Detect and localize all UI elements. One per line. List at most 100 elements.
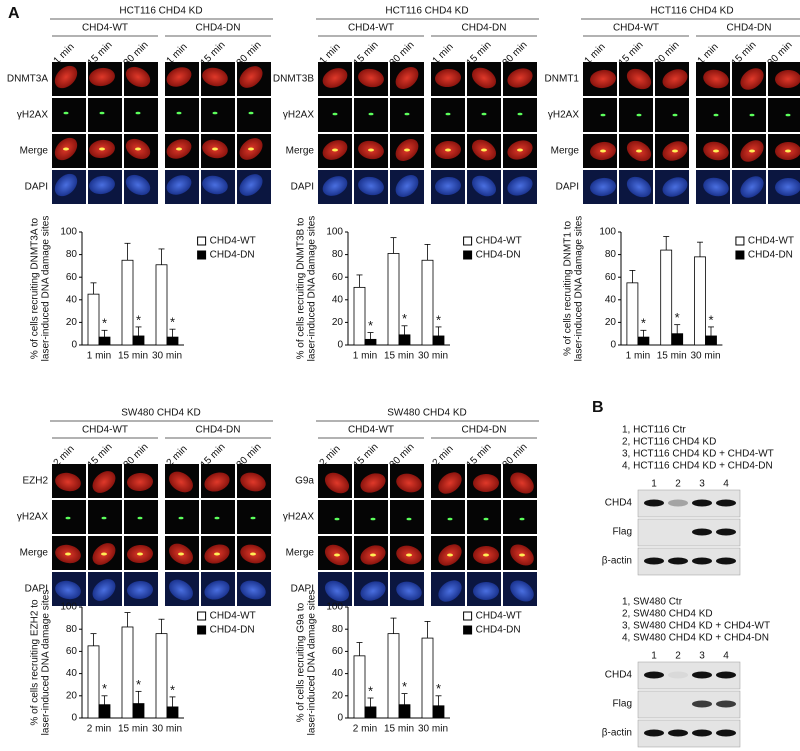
micrograph [619, 98, 653, 132]
micrograph [619, 62, 653, 96]
damage-spot [447, 553, 453, 557]
damage-spot [600, 113, 606, 117]
nucleus [510, 472, 534, 494]
micrograph [732, 170, 766, 204]
nucleus [662, 69, 688, 89]
nucleus [626, 176, 652, 198]
micrograph [431, 464, 465, 498]
micrograph [732, 134, 766, 168]
micrograph [431, 572, 465, 606]
micrograph [88, 464, 122, 498]
micrograph [390, 62, 424, 96]
nucleus [169, 579, 193, 601]
nucleus [360, 473, 386, 493]
nucleus [703, 177, 729, 197]
image-bg [768, 98, 800, 132]
y-tick-label: 100 [599, 227, 616, 238]
micrograph [696, 62, 730, 96]
damage-spot [404, 112, 410, 116]
damage-spot [636, 149, 642, 153]
legend-swatch [197, 236, 207, 246]
blot-legend: 3, HCT116 CHD4 KD + CHD4-WT [622, 449, 774, 460]
nucleus [358, 68, 384, 88]
image-bg [237, 98, 271, 132]
nucleus [92, 579, 116, 601]
nucleus [590, 69, 616, 89]
damage-spot [370, 517, 376, 521]
damage-spot [178, 552, 184, 556]
blot-band [692, 671, 712, 679]
nucleus [166, 175, 192, 195]
row-label: DAPI [556, 182, 579, 193]
x-tick-label: 2 min [87, 724, 111, 735]
nucleus [55, 580, 81, 600]
nucleus [240, 580, 266, 600]
micrograph [467, 98, 501, 132]
damage-spot [332, 112, 338, 116]
y-tick-label: 60 [332, 272, 344, 283]
blot-row-label: β-actin [602, 556, 632, 567]
blot-band [692, 557, 712, 565]
nucleus [204, 580, 230, 600]
panel-title: SW480 CHD4 KD [387, 408, 466, 419]
nucleus [92, 471, 116, 493]
row-label: Merge [286, 146, 315, 157]
damage-spot [63, 147, 69, 151]
blot-legend: 4, SW480 CHD4 KD + CHD4-DN [622, 633, 769, 644]
micrograph [655, 170, 689, 204]
row-label: G9a [295, 476, 314, 487]
y-tick-label: 20 [66, 317, 78, 328]
y-tick-label: 60 [66, 272, 78, 283]
micrograph [655, 62, 689, 96]
bar [98, 336, 111, 346]
image-bg [619, 98, 653, 132]
blot-band [692, 700, 712, 708]
micrograph [165, 536, 199, 570]
blot-band [644, 729, 664, 737]
damage-spot [483, 517, 489, 521]
micrograph [124, 572, 158, 606]
error-bar [629, 270, 636, 283]
significance-marker: * [402, 679, 407, 694]
micrograph [467, 464, 501, 498]
error-bar [424, 244, 431, 261]
damage-spot [176, 111, 182, 115]
group-label: CHD4-DN [727, 23, 772, 34]
blot-legend: 1, SW480 Ctr [622, 597, 683, 608]
micrograph [768, 98, 800, 132]
damage-spot [332, 148, 338, 152]
y-tick-label: 0 [71, 713, 77, 724]
y-tick-label: 80 [66, 249, 78, 260]
damage-spot [101, 516, 107, 520]
damage-spot [370, 553, 376, 557]
damage-spot [749, 149, 755, 153]
nucleus [358, 176, 384, 196]
micrograph [768, 62, 800, 96]
y-axis-label: laser-induced DNA damage sites [41, 216, 52, 362]
bar [353, 286, 366, 346]
micrograph [201, 500, 235, 534]
y-tick-label: 80 [605, 249, 617, 260]
bar [387, 253, 400, 346]
damage-spot [248, 147, 254, 151]
damage-spot [672, 113, 678, 117]
x-tick-label: 30 min [418, 724, 448, 735]
row-label: Merge [551, 146, 580, 157]
row-label: DAPI [25, 584, 48, 595]
micrograph [88, 500, 122, 534]
bar [705, 335, 717, 346]
y-tick-label: 20 [332, 690, 344, 701]
nucleus [204, 472, 230, 492]
row-label: γH2AX [17, 110, 48, 121]
image-bg [124, 98, 158, 132]
micrograph [732, 62, 766, 96]
y-tick-label: 60 [66, 646, 78, 657]
nucleus [510, 580, 534, 602]
nucleus [396, 581, 422, 601]
micrograph [52, 500, 86, 534]
micrograph [390, 464, 424, 498]
damage-spot [713, 149, 719, 153]
damage-spot [445, 112, 451, 116]
micrograph [354, 500, 388, 534]
lane-label: 4 [723, 479, 729, 490]
